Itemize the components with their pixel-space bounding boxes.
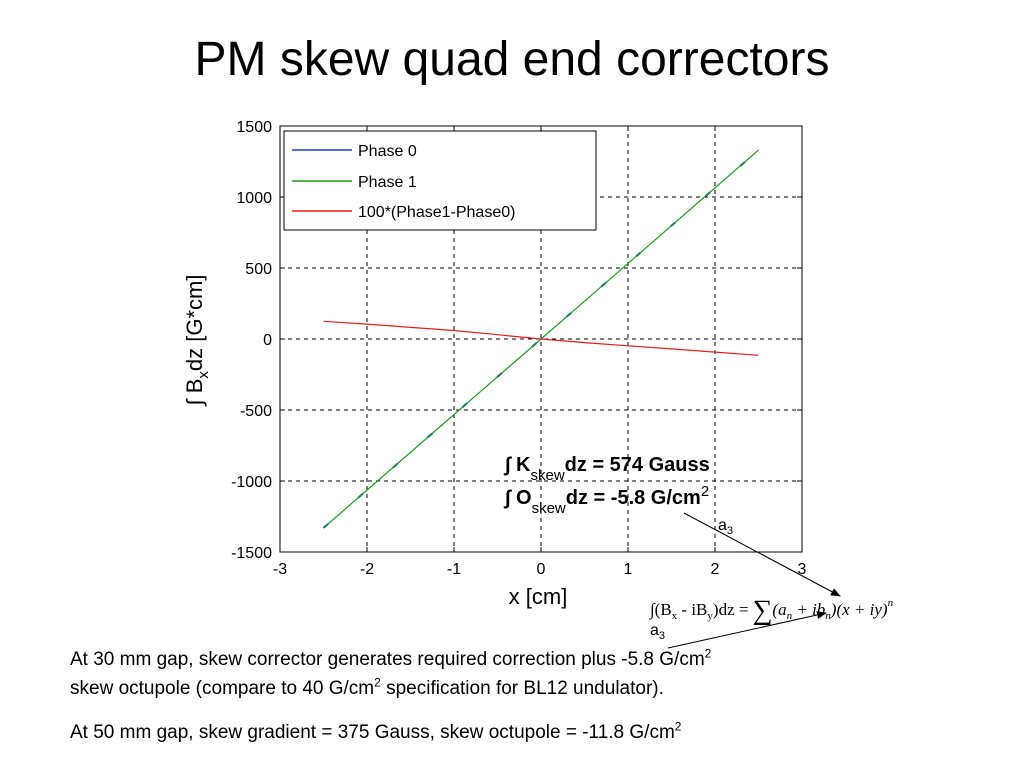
y-axis-label: ∫ Bxdz [G*cm] xyxy=(182,275,212,408)
a3-label-lower: a3 xyxy=(650,622,666,643)
o-skew-annotation: ∫ Oskewdz = -5.8 G/cm2 xyxy=(503,483,709,517)
legend: Phase 0 Phase 1 100*(Phase1-Phase0) xyxy=(283,130,597,231)
x-tick-label: 1 xyxy=(624,561,633,578)
a3-label-upper: a3 xyxy=(718,517,734,538)
k-skew-annotation: ∫ Kskewdz = 574 Gauss xyxy=(503,454,710,484)
y-tick-label: 1500 xyxy=(236,119,272,136)
y-tick-label: -500 xyxy=(240,403,272,420)
x-tick-label: 2 xyxy=(711,561,720,578)
y-tick-label: 0 xyxy=(263,332,272,349)
x-axis-label: x [cm] xyxy=(509,584,568,609)
legend-label-phase1: Phase 1 xyxy=(358,174,417,191)
body-text-line-3: At 50 mm gap, skew gradient = 375 Gauss,… xyxy=(70,719,682,743)
legend-label-phase0: Phase 0 xyxy=(358,143,417,160)
x-tick-label: 0 xyxy=(537,561,546,578)
x-tick-label: -3 xyxy=(273,561,287,578)
series-lines xyxy=(322,149,760,529)
x-tick-label: -2 xyxy=(360,561,374,578)
series-line-diff xyxy=(323,320,759,356)
body-text-line-2: skew octupole (compare to 40 G/cm2 speci… xyxy=(70,675,664,699)
slide-title: PM skew quad end correctors xyxy=(194,33,830,86)
x-tick-label: -1 xyxy=(447,561,461,578)
axis-ticks: -3 -2 -1 0 1 2 3 -1500 -1000 -500 0 500 1000 1500 xyxy=(231,119,806,578)
body-text-line-1: At 30 mm gap, skew corrector generates r… xyxy=(70,646,712,670)
arrow-octupole-to-a3 xyxy=(683,512,841,597)
y-tick-label: 1000 xyxy=(236,190,272,207)
x-tick-label: 3 xyxy=(798,561,807,578)
legend-label-diff: 100*(Phase1-Phase0) xyxy=(358,204,515,221)
y-tick-label: -1500 xyxy=(231,545,272,562)
grid-lines xyxy=(280,126,802,552)
y-tick-label: -1000 xyxy=(231,474,272,491)
y-tick-label: 500 xyxy=(245,261,272,278)
multipole-formula: ∫(Bx - iBy)dz = ∑(an + ibn)(x + iy)n xyxy=(649,595,894,626)
arrow-a3-to-formula xyxy=(667,611,827,649)
